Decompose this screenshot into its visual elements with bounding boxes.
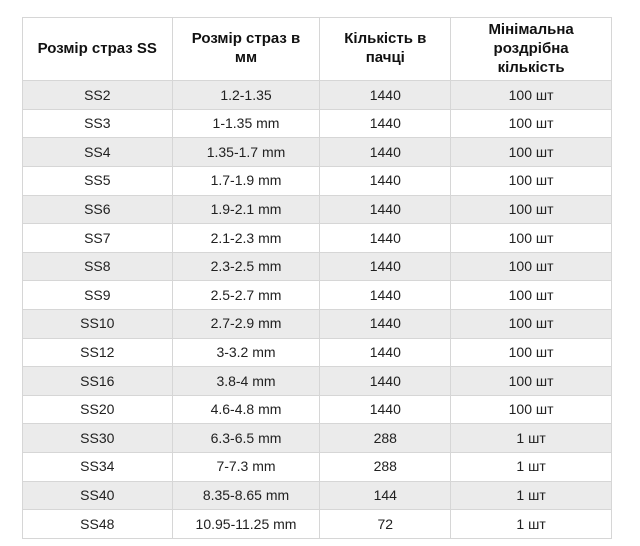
table-cell: 1440	[319, 366, 452, 396]
table-row: SS4 1.35-1.7 mm 1440 100 шт	[22, 137, 612, 168]
table-cell: 1.7-1.9 mm	[171, 166, 321, 196]
table-cell: SS30	[22, 423, 173, 453]
table-cell: 100 шт	[450, 223, 612, 253]
table-cell: 100 шт	[450, 108, 612, 139]
table-cell: 1440	[319, 166, 452, 196]
table-cell: SS9	[22, 280, 173, 310]
table-cell: SS2	[22, 80, 173, 110]
table-cell: 1 шт	[450, 480, 612, 511]
table-cell: 72	[319, 509, 452, 539]
rhinestone-size-table: Розмір страз SS Розмір страз в мм Кількіст…	[22, 16, 612, 539]
table-row: SS48 10.95-11.25 mm 72 1 шт	[22, 509, 612, 539]
table-cell: 100 шт	[450, 309, 612, 339]
table-cell: 1440	[319, 80, 452, 110]
table-cell: 6.3-6.5 mm	[171, 423, 321, 453]
table-row: SS5 1.7-1.9 mm 1440 100 шт	[22, 166, 612, 196]
table-row: SS40 8.35-8.65 mm 144 1 шт	[22, 480, 612, 511]
table-cell: SS6	[22, 194, 173, 225]
table-cell: SS4	[22, 137, 173, 168]
table-cell: 2.5-2.7 mm	[171, 280, 321, 310]
table-cell: 1440	[319, 309, 452, 339]
table-cell: 1440	[319, 194, 452, 225]
table-cell: 1440	[319, 251, 452, 282]
table-cell: 1440	[319, 108, 452, 139]
table-row: SS30 6.3-6.5 mm 288 1 шт	[22, 423, 612, 453]
table-cell: 1 шт	[450, 451, 612, 482]
table-cell: 3-3.2 mm	[171, 337, 321, 368]
table-cell: SS8	[22, 251, 173, 282]
header-row: Розмір страз SS Розмір страз в мм Кількіст…	[22, 16, 612, 82]
column-header: Мінімальна роздрібна кількість	[450, 16, 612, 82]
table-row: SS20 4.6-4.8 mm 1440 100 шт	[22, 394, 612, 425]
table-row: SS16 3.8-4 mm 1440 100 шт	[22, 366, 612, 396]
table-cell: 100 шт	[450, 366, 612, 396]
table-row: SS34 7-7.3 mm 288 1 шт	[22, 451, 612, 482]
table-cell: 3.8-4 mm	[171, 366, 321, 396]
table-cell: 1 шт	[450, 509, 612, 539]
table-cell: SS5	[22, 166, 173, 196]
table-row: SS2 1.2-1.35 1440 100 шт	[22, 80, 612, 110]
table-cell: 2.7-2.9 mm	[171, 309, 321, 339]
table-header: Розмір страз SS Розмір страз в мм Кількіст…	[22, 16, 612, 82]
table-cell: SS12	[22, 337, 173, 368]
column-header: Розмір страз SS	[22, 16, 173, 82]
table-cell: SS34	[22, 451, 173, 482]
table-cell: 1.35-1.7 mm	[171, 137, 321, 168]
table-cell: 1440	[319, 137, 452, 168]
table-cell: 10.95-11.25 mm	[171, 509, 321, 539]
table-cell: SS3	[22, 108, 173, 139]
table-body: SS2 1.2-1.35 1440 100 шт SS3 1-1.35 mm 1440 100…	[22, 80, 612, 539]
column-header: Кількість в пачці	[319, 16, 452, 82]
table-cell: 8.35-8.65 mm	[171, 480, 321, 511]
table-cell: 2.1-2.3 mm	[171, 223, 321, 253]
table-cell: SS48	[22, 509, 173, 539]
table-row: SS12 3-3.2 mm 1440 100 шт	[22, 337, 612, 368]
table-cell: SS7	[22, 223, 173, 253]
table-cell: 100 шт	[450, 137, 612, 168]
table-cell: SS10	[22, 309, 173, 339]
table-cell: SS20	[22, 394, 173, 425]
table-cell: 288	[319, 423, 452, 453]
table-cell: 100 шт	[450, 194, 612, 225]
table-cell: SS16	[22, 366, 173, 396]
table-cell: 100 шт	[450, 80, 612, 110]
table-cell: 1440	[319, 280, 452, 310]
table-cell: 1.2-1.35	[171, 80, 321, 110]
table-cell: 100 шт	[450, 337, 612, 368]
table-cell: 1.9-2.1 mm	[171, 194, 321, 225]
table-row: SS8 2.3-2.5 mm 1440 100 шт	[22, 251, 612, 282]
table-cell: 1440	[319, 394, 452, 425]
table-cell: SS40	[22, 480, 173, 511]
table-row: SS7 2.1-2.3 mm 1440 100 шт	[22, 223, 612, 253]
table-cell: 1-1.35 mm	[171, 108, 321, 139]
table-cell: 100 шт	[450, 166, 612, 196]
table-cell: 2.3-2.5 mm	[171, 251, 321, 282]
table-cell: 100 шт	[450, 394, 612, 425]
table-cell: 7-7.3 mm	[171, 451, 321, 482]
table-cell: 100 шт	[450, 251, 612, 282]
table-cell: 4.6-4.8 mm	[171, 394, 321, 425]
table-row: SS3 1-1.35 mm 1440 100 шт	[22, 108, 612, 139]
table-row: SS10 2.7-2.9 mm 1440 100 шт	[22, 309, 612, 339]
table-cell: 100 шт	[450, 280, 612, 310]
table-row: SS6 1.9-2.1 mm 1440 100 шт	[22, 194, 612, 225]
table-row: SS9 2.5-2.7 mm 1440 100 шт	[22, 280, 612, 310]
table-cell: 144	[319, 480, 452, 511]
column-header: Розмір страз в мм	[171, 16, 321, 82]
table-cell: 288	[319, 451, 452, 482]
table-cell: 1440	[319, 223, 452, 253]
table-cell: 1440	[319, 337, 452, 368]
table-cell: 1 шт	[450, 423, 612, 453]
